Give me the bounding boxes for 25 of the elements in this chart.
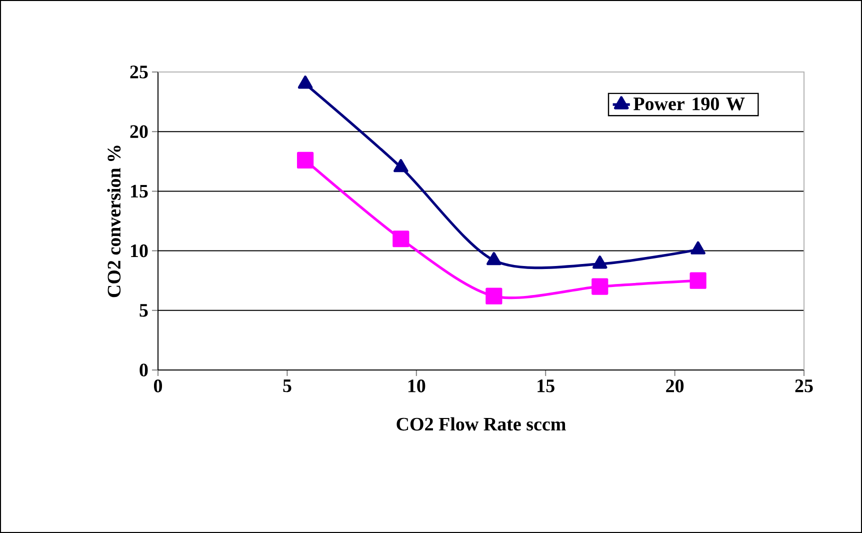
point	[690, 272, 706, 289]
x-tick-label: 0	[154, 380, 162, 392]
x-tick-label: 10	[408, 380, 426, 392]
y-tick-label: 10	[130, 244, 148, 258]
x-tick-label: 25	[795, 380, 813, 392]
point	[486, 288, 502, 304]
point	[392, 230, 410, 248]
y-tick-label: 25	[130, 66, 148, 78]
y-axis-title: CO2 conversion %	[107, 146, 121, 298]
x-axis-title: CO2 Flow Rate sccm	[396, 417, 566, 431]
y-tick-label: 0	[140, 364, 148, 376]
point	[592, 256, 608, 269]
point	[486, 252, 502, 266]
point	[394, 159, 408, 172]
x-tick-label: 5	[283, 380, 292, 392]
x-tick-label: 15	[538, 380, 554, 392]
point	[690, 241, 706, 254]
y-tick-label: 15	[130, 184, 148, 198]
y-tick-label: 20	[130, 125, 148, 138]
legend-label: Power 190 W	[634, 97, 745, 110]
point	[592, 278, 608, 295]
point	[296, 152, 314, 169]
point	[298, 76, 313, 89]
y-tick-label: 5	[140, 304, 148, 317]
x-tick-label: 20	[666, 380, 684, 392]
